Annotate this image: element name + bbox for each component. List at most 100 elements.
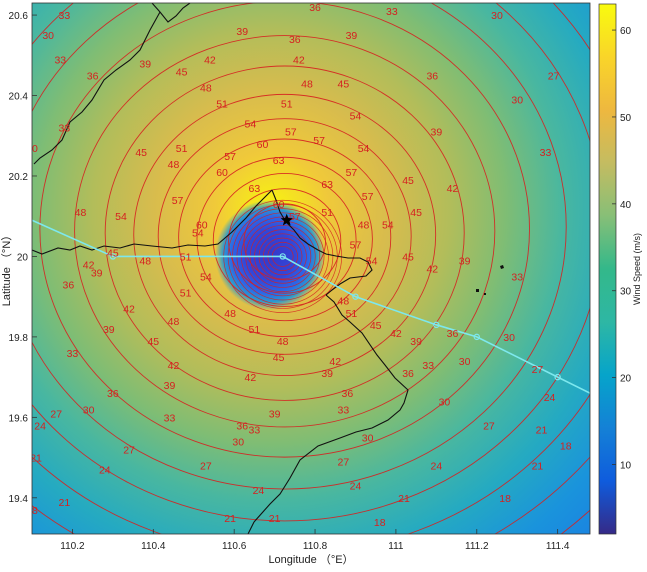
contour-label: 33: [540, 147, 552, 159]
contour-39: [74, 35, 496, 428]
contour-label: 57: [313, 135, 325, 147]
contour-label: 42: [293, 54, 305, 66]
contour-label: 42: [447, 183, 459, 195]
contour-label: 30: [362, 432, 374, 444]
contour-label: 24: [99, 465, 111, 477]
contour-label: 63: [321, 179, 333, 191]
contour-label: 36: [289, 34, 301, 46]
contour-label: 51: [321, 207, 333, 219]
y-tick-label: 20: [17, 252, 29, 263]
contour-label: 48: [277, 336, 289, 348]
contour-label: 54: [245, 119, 257, 131]
contour-label: 42: [168, 360, 180, 372]
contour-label: 18: [26, 505, 38, 517]
contour-label: 27: [532, 364, 544, 376]
contour-label: 45: [410, 207, 422, 219]
contour-label: 27: [338, 457, 350, 469]
plot-frame: [31, 2, 591, 535]
contour-label: 24: [253, 485, 265, 497]
contour-label: 39: [139, 58, 151, 70]
contour-label: 39: [269, 408, 281, 420]
contour-label: 51: [176, 143, 188, 155]
track-point: [473, 333, 480, 341]
x-tick-label: 111: [388, 541, 404, 552]
contour-label: 36: [402, 368, 414, 380]
contour-label: 39: [164, 380, 176, 392]
contour-label: 36: [236, 420, 248, 432]
x-tick-label: 110.6: [222, 541, 247, 552]
contour-label: 39: [91, 268, 103, 280]
contour-label: 45: [107, 247, 119, 259]
contour-label: 42: [245, 372, 257, 384]
contour-label: 48: [301, 78, 313, 90]
colorbar-tick-label: 50: [620, 113, 632, 124]
contour-label: 45: [370, 320, 382, 332]
contour-label: 33: [511, 272, 523, 284]
contour-label: 21: [398, 493, 410, 505]
x-tick-label: 111.4: [546, 541, 570, 552]
x-tick-label: 111.2: [465, 541, 489, 552]
eye-low-wind-region: [212, 193, 328, 317]
x-axis-ticks: 110.2 110.4 110.6 110.8 111 111.2 111.4: [60, 529, 570, 552]
contour-label: 24: [431, 461, 443, 473]
contour-label: 57: [172, 195, 184, 207]
x-tick-label: 110.8: [303, 541, 328, 552]
contour-label: 30: [503, 332, 515, 344]
contour-label: 21: [224, 513, 236, 525]
contour-label: 42: [426, 264, 438, 276]
contour-60: [228, 188, 342, 294]
contour-33: [32, 3, 567, 490]
contour-label: 24: [350, 481, 362, 493]
coastline-hainan: [247, 294, 409, 534]
contour-45: [133, 93, 437, 377]
x-tick-label: 110.2: [60, 541, 85, 552]
contour-label: 30: [511, 95, 523, 107]
contour-label: 51: [216, 99, 228, 111]
y-tick-label: 20.6: [9, 11, 29, 22]
contour-label: 18: [374, 517, 386, 529]
contour-label: 33: [249, 424, 261, 436]
contour-label: 57: [285, 127, 297, 139]
contour-label: 45: [147, 336, 159, 348]
contour-label: 18: [499, 493, 511, 505]
contour-label: 30: [491, 10, 503, 22]
contour-label: 36: [63, 280, 75, 292]
contour-label: 48: [358, 219, 370, 231]
contour-label: 30: [26, 143, 38, 155]
contour-label: 51: [180, 288, 192, 300]
star-icon: [280, 213, 293, 226]
contour-label: 21: [30, 453, 42, 465]
y-axis-ticks: 19.4 19.6 19.8 20 20.2 20.4 20.6: [9, 11, 37, 505]
colorbar: 10 20 30 40 50 60 Wind Speed (m/s): [598, 3, 642, 535]
contour-label: 48: [338, 296, 350, 308]
contour-label: 39: [103, 324, 115, 336]
contour-label: 45: [402, 251, 414, 263]
contour-label: 36: [107, 388, 119, 400]
contour-label: 42: [83, 259, 95, 271]
colorbar-tick-label: 20: [620, 374, 632, 385]
contour-label: 45: [273, 352, 285, 364]
contour-label: 51: [346, 308, 358, 320]
track-point: [554, 373, 561, 381]
contour-label: 51: [249, 324, 261, 336]
contour-label: 33: [59, 123, 71, 135]
contour-label: 33: [386, 6, 398, 18]
track-point: [433, 321, 440, 329]
contour-label: 48: [75, 207, 87, 219]
coastline-leizhou: [32, 3, 273, 255]
contour-label: 54: [192, 227, 204, 239]
colorbar-tick-label: 10: [620, 460, 632, 471]
y-tick-label: 20.4: [9, 92, 29, 103]
contour-30: [32, 3, 590, 522]
contour-label: 30: [459, 356, 471, 368]
contour-54: [196, 156, 373, 322]
colorbar-label: Wind Speed (m/s): [632, 233, 642, 305]
contour-label: 54: [115, 211, 127, 223]
contour-label: 33: [164, 412, 176, 424]
contour-label: 57: [362, 191, 374, 203]
contour-51: [178, 138, 392, 338]
y-tick-label: 19.6: [9, 413, 29, 424]
contour-label: 60: [196, 219, 208, 231]
